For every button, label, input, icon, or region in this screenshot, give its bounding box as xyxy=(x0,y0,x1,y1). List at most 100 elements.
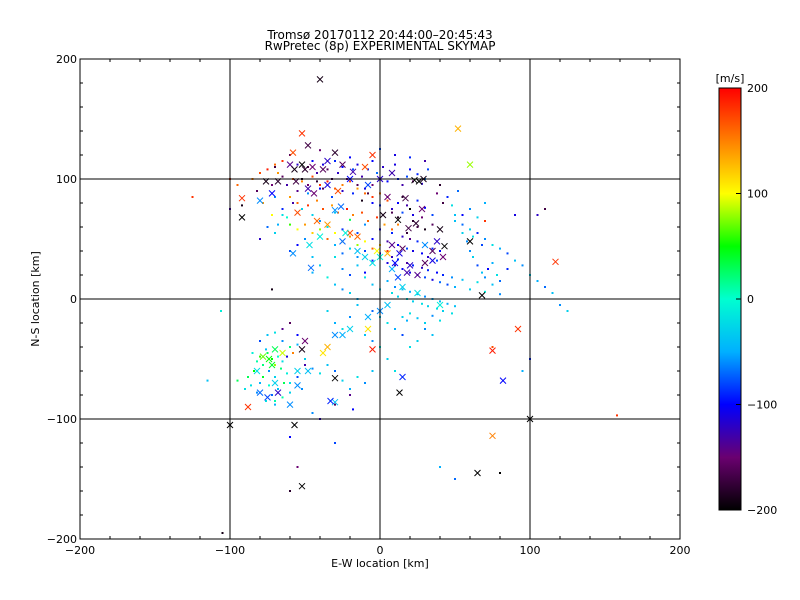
scatter-dot xyxy=(371,310,374,312)
scatter-dot xyxy=(412,250,414,252)
scatter-dot xyxy=(262,364,264,366)
scatter-dot xyxy=(334,442,336,444)
scatter-dot xyxy=(259,340,261,342)
scatter-dot xyxy=(307,204,309,207)
scatter-cross xyxy=(552,258,559,266)
scatter-dot xyxy=(386,250,389,252)
scatter-dot xyxy=(416,240,419,243)
y-axis-label: N-S location [km] xyxy=(29,251,42,347)
scatter-cross xyxy=(441,242,448,250)
scatter-cross xyxy=(327,397,334,405)
scatter-dot xyxy=(431,278,434,281)
scatter-dot xyxy=(391,208,393,210)
scatter-dot xyxy=(331,204,333,207)
scatter-dot xyxy=(442,274,444,276)
scatter-dot xyxy=(236,184,239,186)
scatter-dot xyxy=(266,352,269,354)
scatter-dot xyxy=(349,388,351,390)
scatter-dot xyxy=(364,250,366,252)
scatter-cross xyxy=(369,259,376,267)
scatter-dot xyxy=(461,223,464,226)
scatter-cross xyxy=(268,190,276,197)
scatter-dot xyxy=(416,173,419,176)
x-tick-label: 100 xyxy=(520,544,541,557)
scatter-dot xyxy=(319,220,321,222)
scatter-dot xyxy=(326,364,329,366)
scatter-dot xyxy=(424,328,426,330)
scatter-dot xyxy=(401,288,404,291)
scatter-dot xyxy=(281,208,284,210)
x-tick-label: −100 xyxy=(215,544,245,557)
scatter-dot xyxy=(442,202,444,204)
scatter-dot xyxy=(409,168,411,171)
scatter-dot xyxy=(274,400,276,402)
scatter-dot xyxy=(391,228,393,231)
scatter-dot xyxy=(361,175,363,178)
scatter-cross xyxy=(342,229,349,237)
scatter-dot xyxy=(283,382,285,384)
scatter-dot xyxy=(412,214,414,216)
scatter-dot xyxy=(371,202,374,204)
scatter-cross xyxy=(399,245,406,252)
scatter-dot xyxy=(352,192,354,195)
scatter-cross xyxy=(514,325,522,333)
scatter-dot xyxy=(311,271,314,274)
scatter-dot xyxy=(476,232,479,234)
scatter-dot xyxy=(446,283,449,286)
scatter-dot xyxy=(296,244,299,246)
colorbar-tick-label: 200 xyxy=(747,82,768,95)
scatter-dot xyxy=(319,187,321,190)
scatter-dot xyxy=(221,532,224,534)
colorbar-tick-label: 100 xyxy=(747,188,768,201)
scatter-dot xyxy=(436,271,438,274)
scatter-dot xyxy=(451,276,453,279)
scatter-dot xyxy=(271,184,273,186)
scatter-dot xyxy=(268,370,270,372)
scatter-dot xyxy=(376,172,378,174)
scatter-dot xyxy=(416,226,419,228)
scatter-dot xyxy=(356,244,359,246)
scatter-cross xyxy=(253,367,261,375)
scatter-dot xyxy=(367,192,369,195)
scatter-dot xyxy=(341,228,344,231)
scatter-dot xyxy=(439,466,441,468)
scatter-dot xyxy=(349,292,351,294)
scatter-dot xyxy=(268,384,270,387)
scatter-dot xyxy=(367,220,369,222)
scatter-dot xyxy=(481,271,483,274)
scatter-dot xyxy=(406,319,408,322)
scatter-dot xyxy=(451,204,453,207)
scatter-dot xyxy=(349,235,351,238)
scatter-cross xyxy=(406,262,414,269)
scatter-cross xyxy=(399,373,406,381)
scatter-dot xyxy=(316,172,318,174)
scatter-cross xyxy=(369,346,376,353)
scatter-dot xyxy=(349,180,351,183)
scatter-dot xyxy=(409,312,411,315)
scatter-dot xyxy=(416,293,419,296)
scatter-cross xyxy=(478,292,486,299)
x-axis-label: E-W location [km] xyxy=(331,557,429,570)
scatter-dot xyxy=(274,403,276,406)
scatter-cross xyxy=(436,301,444,309)
scatter-dot xyxy=(296,163,299,166)
scatter-dot xyxy=(406,204,408,207)
axes: −200−200 −100 −100 0 0 100 100 200 200 E-W locati… xyxy=(29,53,691,570)
scatter-dot xyxy=(271,288,273,291)
scatter-dot xyxy=(289,196,291,198)
scatter-dot xyxy=(401,268,404,270)
scatter-cross xyxy=(414,271,421,279)
scatter-cross xyxy=(291,166,298,173)
scatter-dot xyxy=(266,168,269,171)
scatter-cross xyxy=(394,216,402,224)
scatter-dot xyxy=(371,238,374,240)
scatter-points xyxy=(191,76,618,534)
scatter-cross xyxy=(433,238,441,245)
scatter-cross xyxy=(411,176,418,184)
scatter-cross xyxy=(466,238,474,245)
scatter-dot xyxy=(409,346,411,348)
scatter-dot xyxy=(386,280,389,282)
scatter-cross xyxy=(291,421,298,429)
